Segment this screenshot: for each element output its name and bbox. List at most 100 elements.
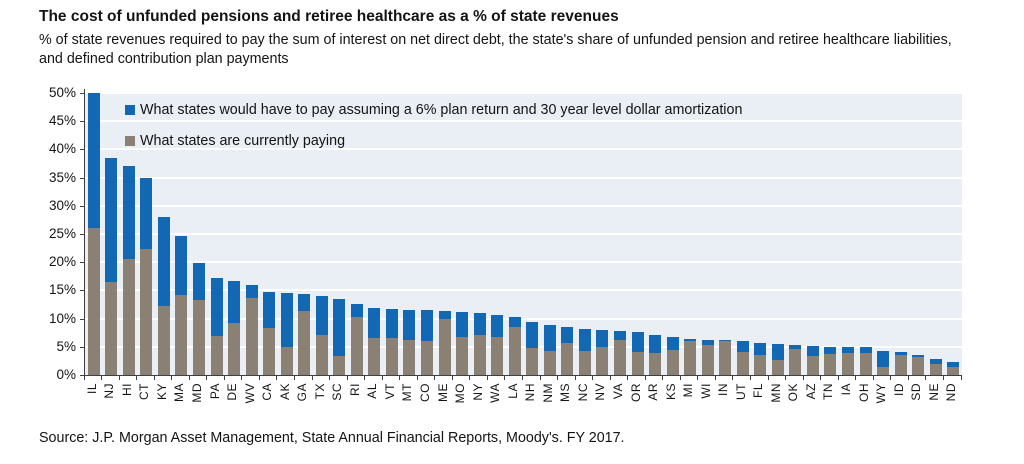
x-tick-label: UT [733,383,748,400]
x-tick [364,376,366,380]
x-tick [381,376,383,380]
x-tick-label: MS [558,383,573,402]
x-tick [276,376,278,380]
x-tick-label: HI [119,383,134,396]
x-tick-label: OH [856,383,871,402]
gridline [85,289,962,292]
y-tick-label: 35% [48,169,76,185]
x-tick-label: VT [382,383,397,400]
bar-MS [559,93,577,375]
segment-current [596,347,609,375]
legend-item-required: What states would have to pay assuming a… [125,102,742,118]
segment-current [824,354,837,375]
bar-OH [857,93,875,375]
bar-MO [453,93,471,375]
segment-required [87,93,100,229]
segment-required [122,166,135,260]
segment-required [578,329,591,351]
x-tick [820,376,822,380]
bar-IN [716,93,734,375]
segment-current [561,343,574,375]
bar-HI [120,93,138,375]
segment-current [877,366,890,375]
x-tick-label: KY [154,383,169,401]
x-tick [627,376,629,380]
x-tick-label: OR [628,383,643,402]
segment-required [719,340,732,341]
bar-IL [85,93,103,375]
segment-current [859,353,872,375]
segment-current [719,340,732,375]
x-tick-label: MT [400,383,415,402]
bar-LA [506,93,524,375]
segment-required [210,278,223,336]
segment-required [333,298,346,356]
x-tick-label: NC [575,383,590,402]
bar-MA [173,93,191,375]
segment-required [175,236,188,296]
y-tick [80,262,84,264]
bar-WV [243,93,261,375]
segment-required [350,303,363,318]
bar-chart: 0% 5% 10% 15% 20% 25% 30% 35% 40% 45% 50% What sta… [38,85,962,403]
x-tick-label: SD [909,383,924,401]
bar-SD [909,93,927,375]
x-tick-label: TX [312,383,327,400]
x-tick [802,376,804,380]
segment-current [228,323,241,375]
y-tick [80,346,84,348]
bar-WA [488,93,506,375]
segment-current [333,355,346,375]
x-tick [837,376,839,380]
bar-OR [629,93,647,375]
segment-required [684,338,697,342]
legend: What states would have to pay assuming a… [125,102,742,149]
x-tick [907,376,909,380]
segment-required [491,314,504,337]
y-tick [80,93,84,94]
bar-ND [944,93,962,375]
x-tick [223,376,225,380]
segment-current [754,354,767,375]
segment-required [596,329,609,348]
x-tick-label: SC [330,383,345,401]
x-tick-label: PA [207,383,222,400]
x-tick [416,376,418,380]
x-tick [697,376,699,380]
bar-ID [892,93,910,375]
x-tick [136,376,138,380]
segment-current [87,228,100,375]
x-tick [83,376,85,380]
x-tick [188,376,190,380]
bar-NH [524,93,542,375]
bar-KY [155,93,173,375]
bar-AK [278,93,296,375]
segment-required [228,280,241,324]
legend-swatch-current-icon [125,136,135,146]
segment-current [298,310,311,375]
gridline [85,261,962,264]
plot-area: What states would have to pay assuming a… [84,92,962,376]
segment-current [473,334,486,375]
x-tick-label: CA [260,383,275,401]
segment-required [263,292,276,328]
gridline [85,176,962,179]
x-tick [311,376,313,380]
segment-current [280,347,293,375]
segment-current [491,336,504,375]
segment-required [438,310,451,319]
segment-current [210,335,223,375]
x-tick-label: CT [137,383,152,400]
x-tick [644,376,646,380]
x-tick-label: TN [821,383,836,400]
x-tick [293,376,295,380]
segment-current [526,347,539,375]
bar-NV [594,93,612,375]
x-tick [662,376,664,380]
y-tick [80,234,84,235]
y-tick-label: 5% [56,338,76,354]
x-tick-label: NY [470,383,485,401]
x-tick-label: VA [610,383,625,400]
bar-MN [769,93,787,375]
x-tick [118,376,120,380]
